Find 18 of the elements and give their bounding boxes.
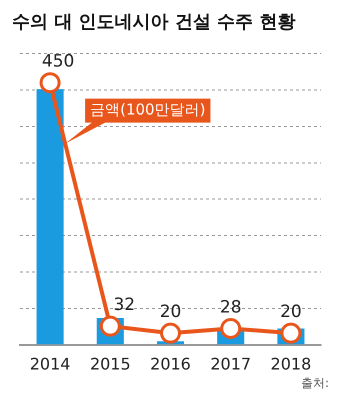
point: [220, 318, 242, 339]
point: [40, 72, 61, 94]
x-tick-label: 2016: [150, 354, 191, 374]
x-tick-label: 2017: [210, 354, 252, 374]
point: [280, 322, 302, 344]
source-note: 출처:: [300, 376, 329, 390]
x-tick-label: 2018: [270, 354, 312, 374]
x-tick-label: 2014: [30, 354, 70, 374]
data-label: 20: [160, 302, 182, 322]
data-label: 20: [280, 302, 302, 322]
chart-title: 수의 대 인도네시아 건설 수주 현황: [12, 11, 296, 32]
data-label: 450: [42, 52, 74, 72]
data-label: 32: [113, 295, 136, 316]
x-tick-label: 2015: [90, 354, 131, 374]
bar: [36, 89, 64, 344]
text: 금액(100만달러): [90, 100, 206, 118]
data-label: 28: [220, 297, 242, 318]
point: [160, 322, 181, 344]
